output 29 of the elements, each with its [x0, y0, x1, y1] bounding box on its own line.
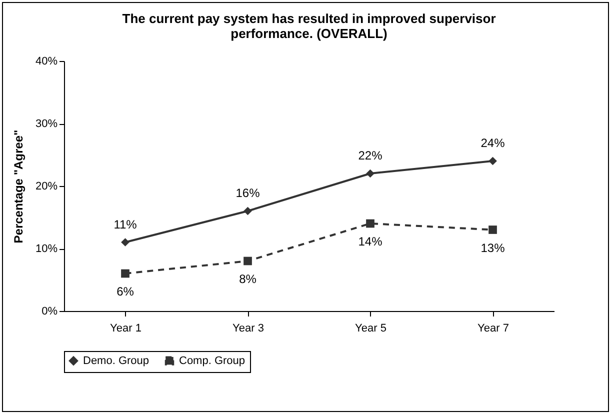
- data-label: 14%: [358, 234, 383, 248]
- point: [121, 269, 130, 278]
- data-label: 11%: [114, 217, 138, 232]
- x-tick-label: Year 5: [355, 322, 386, 334]
- point: [488, 156, 497, 166]
- legend-label: Comp. Group: [179, 354, 246, 367]
- x-tick-label: Year 3: [232, 322, 264, 334]
- y-tick-label: 20%: [35, 180, 58, 192]
- y-tick-label: 40%: [35, 56, 58, 68]
- data-label: 8%: [239, 272, 257, 286]
- data-label: 13%: [480, 240, 506, 255]
- point: [244, 256, 252, 266]
- point: [366, 219, 374, 228]
- data-label: 24%: [480, 136, 506, 150]
- x-tick-label: Year 7: [478, 322, 509, 334]
- point: [121, 238, 130, 246]
- chart-title: The current pay system has resulted in improved supervisor performance. (OVERALL): [122, 11, 496, 41]
- y-tick-label: 0%: [42, 306, 58, 318]
- point: [244, 206, 252, 216]
- legend-label: Demo. Group: [83, 354, 150, 367]
- data-label: 16%: [236, 186, 260, 200]
- x-tick-label: Year 1: [110, 322, 142, 334]
- y-axis-title: Percentage "Agree": [11, 130, 26, 244]
- data-label: 6%: [116, 284, 134, 298]
- y-tick-label: 10%: [35, 243, 58, 255]
- data-label: 22%: [358, 148, 383, 162]
- point: [488, 226, 497, 234]
- y-tick-label: 30%: [35, 118, 58, 130]
- point: [366, 169, 374, 178]
